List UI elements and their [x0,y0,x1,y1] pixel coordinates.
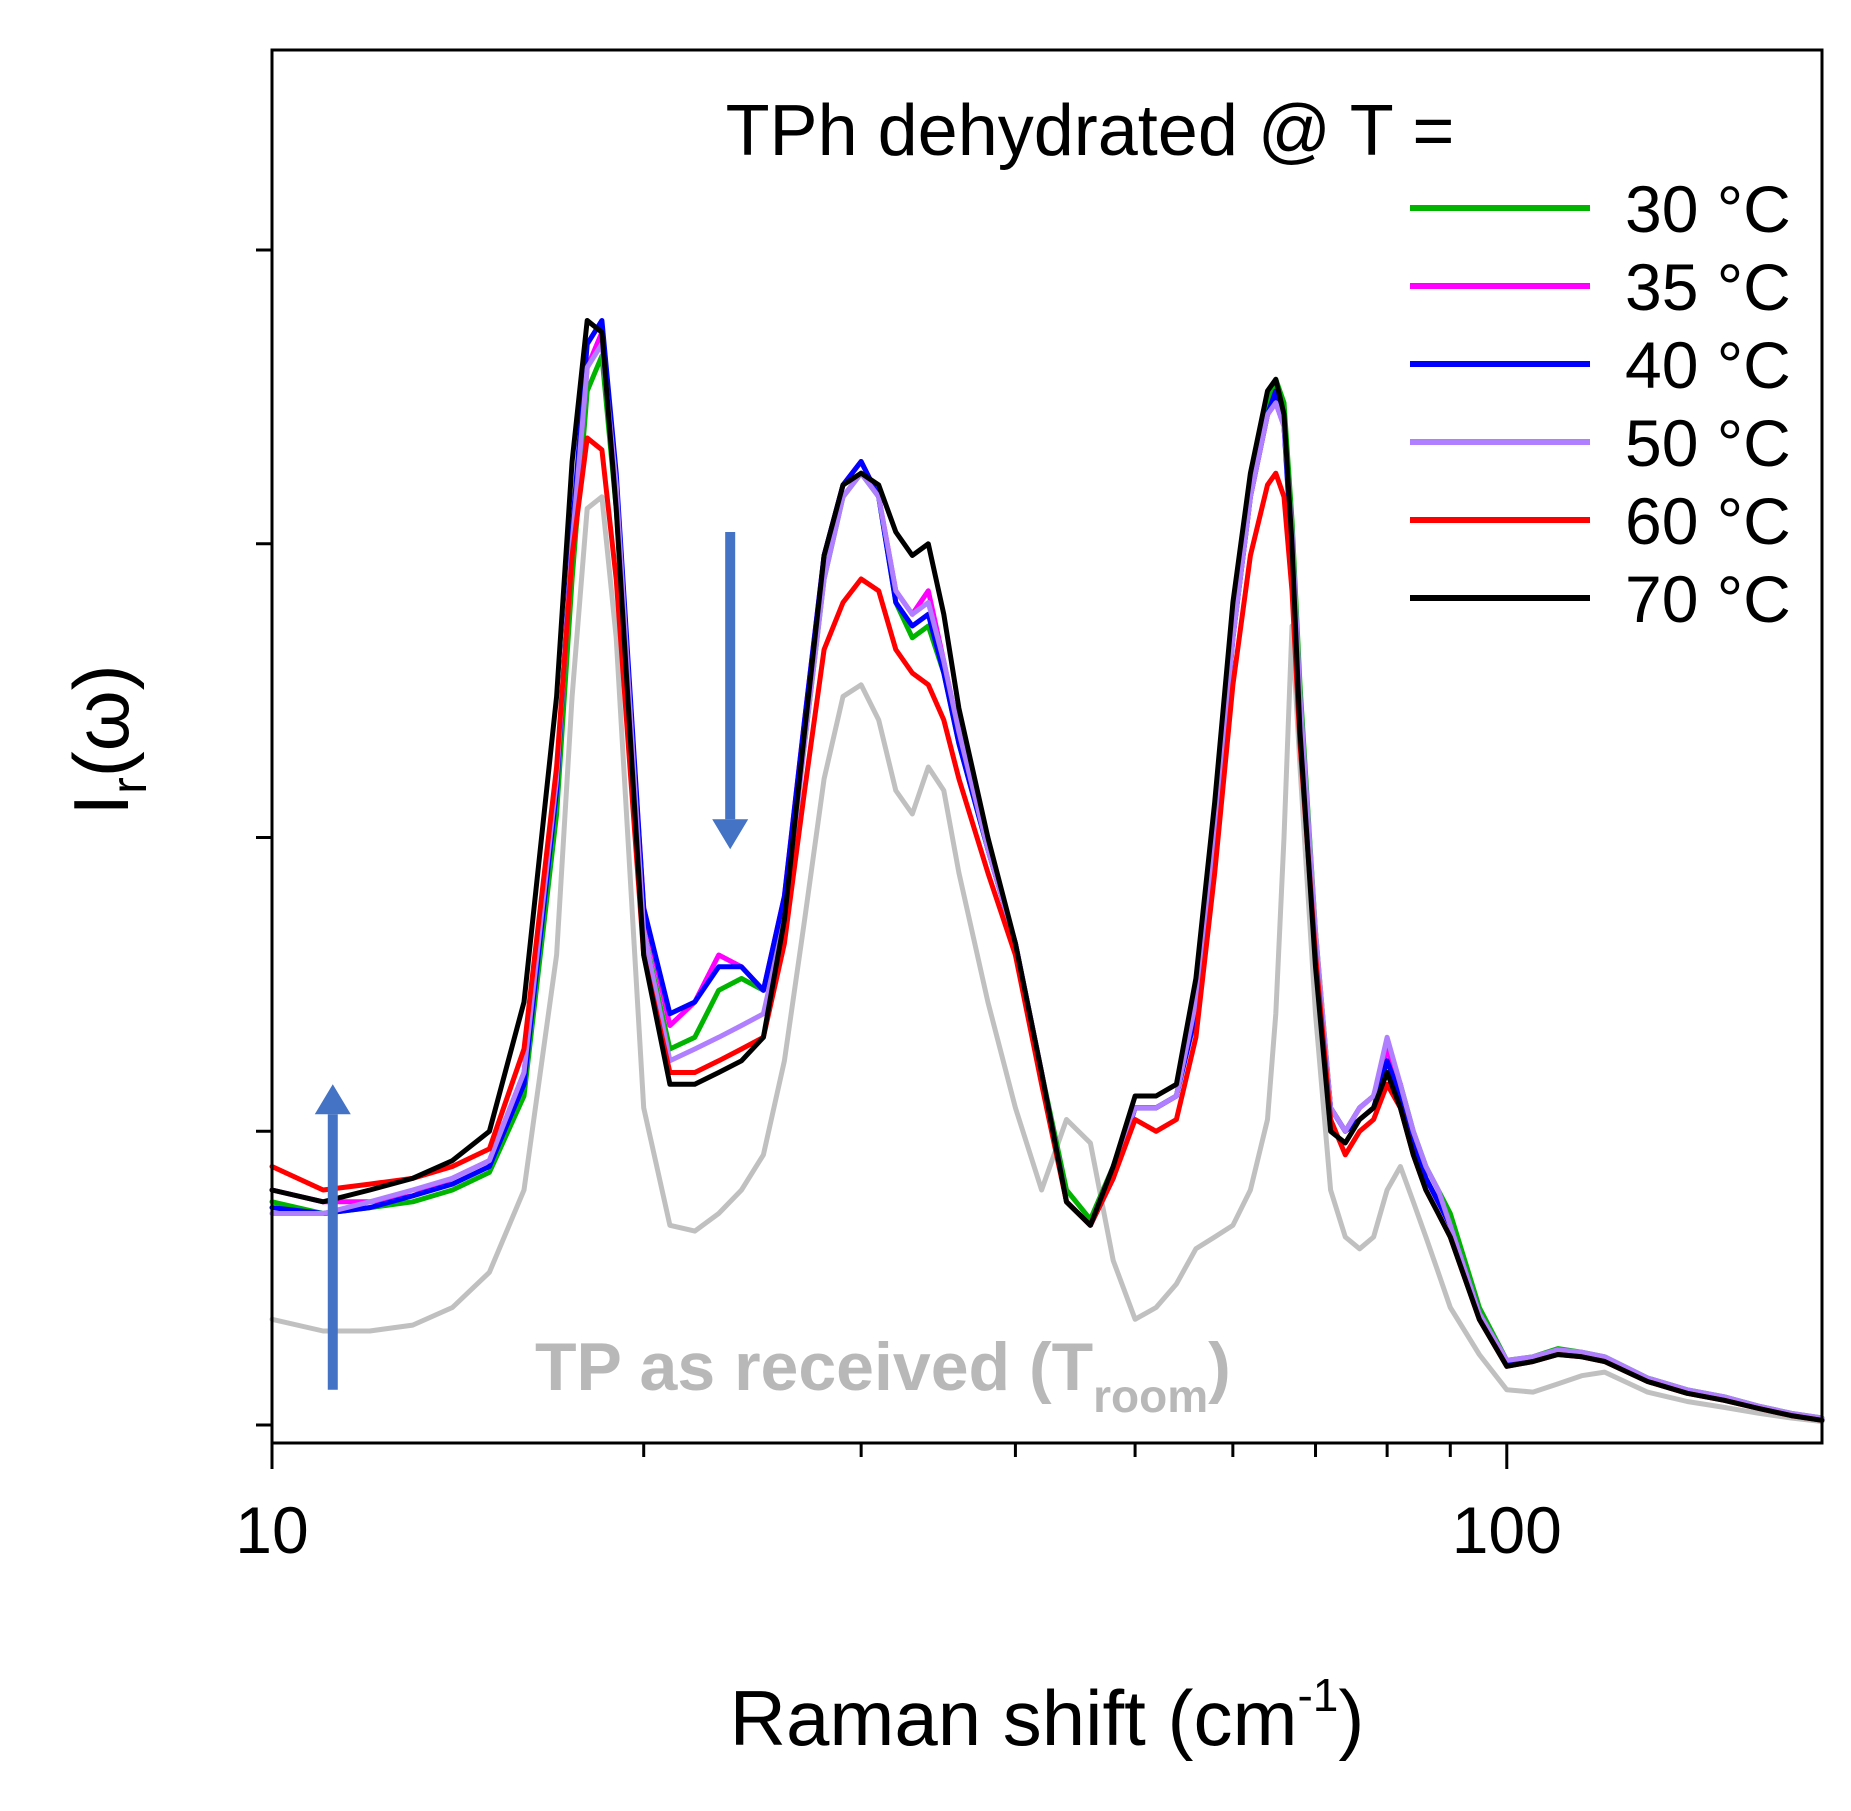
series-line-5 [269,318,1825,1423]
x-axis-label-main: Raman shift (cm [730,1674,1298,1762]
series-line-6 [269,494,1825,1424]
x-axis-label-superscript: -1 [1297,1669,1338,1721]
legend: 30 °C35 °C40 °C50 °C60 °C70 °C [1410,172,1791,636]
x-tick-label: 100 [1452,1493,1562,1567]
y-axis-label: Ir(ω) [57,664,157,815]
legend-label: 35 °C [1625,250,1791,324]
tp-as-received-annotation: TP as received (Troom) [535,1329,1231,1422]
annotation-close-paren: ) [1208,1329,1231,1405]
series-line-2 [269,318,1825,1422]
legend-label: 60 °C [1625,484,1791,558]
plot-frame [270,48,1824,1445]
series-line-3 [269,341,1825,1421]
annotation-main: TP as received (T [535,1329,1093,1405]
annotation-subscript: room [1093,1370,1208,1422]
series-line-1 [269,329,1825,1422]
y-axis-label-tail: (ω) [57,664,145,777]
x-axis-label: Raman shift (cm-1) [730,1669,1365,1762]
arrow-head-up [314,1084,351,1115]
y-axis-label-main: I [57,794,145,816]
axis-ticks: 10 100 [235,248,1562,1567]
legend-label: 50 °C [1625,406,1791,480]
series-line-4 [269,435,1825,1423]
legend-label: 70 °C [1625,562,1791,636]
y-axis-label-subscript: r [101,777,157,794]
legend-label: 30 °C [1625,172,1791,246]
x-tick-label: 10 [235,1493,308,1567]
chart-title: TPh dehydrated @ T = [726,91,1455,171]
series-line-0 [269,353,1825,1421]
arrow-head-down [712,819,749,850]
legend-label: 40 °C [1625,328,1791,402]
arrow-annotations [314,532,749,1390]
series-lines [269,318,1825,1424]
x-axis-label-close: ) [1338,1674,1364,1762]
